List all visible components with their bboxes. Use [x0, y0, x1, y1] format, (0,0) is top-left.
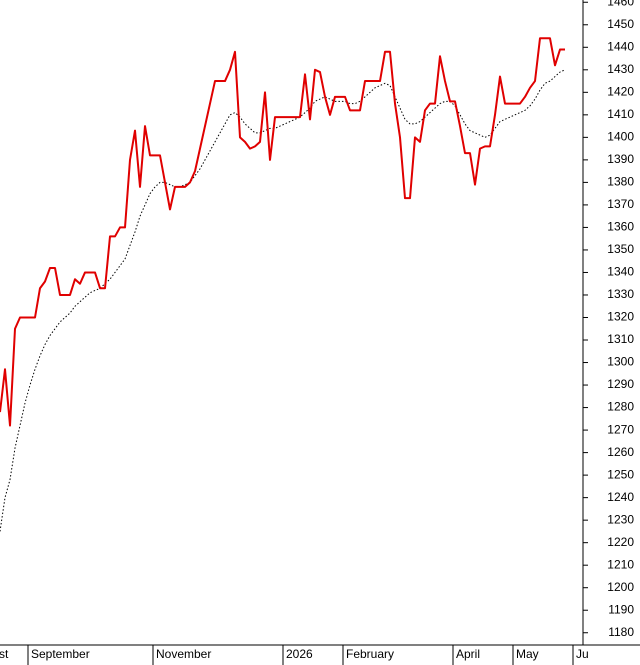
x-tick-label: Ju	[576, 647, 589, 661]
y-tick-label: 1240	[607, 490, 634, 504]
y-tick-label: 1320	[607, 310, 634, 324]
y-tick-label: 1250	[607, 467, 634, 481]
y-tick-label: 1290	[607, 377, 634, 391]
y-tick-label: 1300	[607, 355, 634, 369]
x-tick-label: September	[31, 647, 90, 661]
price-line	[0, 37, 565, 427]
y-tick-label: 1430	[607, 62, 634, 76]
y-tick-label: 1370	[607, 197, 634, 211]
y-tick-label: 1230	[607, 512, 634, 526]
y-tick-label: 1260	[607, 445, 634, 459]
y-tick-label: 1280	[607, 400, 634, 414]
y-tick-label: 1310	[607, 332, 634, 346]
y-tick-label: 1390	[607, 152, 634, 166]
y-tick-label: 1420	[607, 84, 634, 98]
y-tick-label: 1210	[607, 557, 634, 571]
x-tick-label: February	[346, 647, 394, 661]
y-tick-label: 1400	[607, 130, 634, 144]
y-tick-label: 1440	[607, 39, 634, 53]
y-tick-label: 1410	[607, 107, 634, 121]
y-tick-label: 1360	[607, 220, 634, 234]
y-tick-label: 1200	[607, 580, 634, 594]
y-tick-label: 1350	[607, 242, 634, 256]
moving-average-line	[0, 69, 566, 532]
y-tick-label: 1330	[607, 287, 634, 301]
y-tick-label: 1380	[607, 175, 634, 189]
x-tick-label: st	[0, 647, 9, 661]
y-tick-label: 1220	[607, 535, 634, 549]
y-tick-label: 1270	[607, 422, 634, 436]
y-tick-label: 1190	[608, 602, 634, 616]
x-tick-label: April	[456, 647, 480, 661]
y-tick-label: 1180	[608, 625, 634, 639]
x-tick-label: November	[156, 647, 211, 661]
x-tick-label: May	[516, 647, 539, 661]
y-tick-label: 1450	[607, 17, 634, 31]
y-tick-label: 1460	[607, 0, 634, 8]
x-tick-label: 2026	[286, 647, 313, 661]
y-tick-label: 1340	[607, 265, 634, 279]
